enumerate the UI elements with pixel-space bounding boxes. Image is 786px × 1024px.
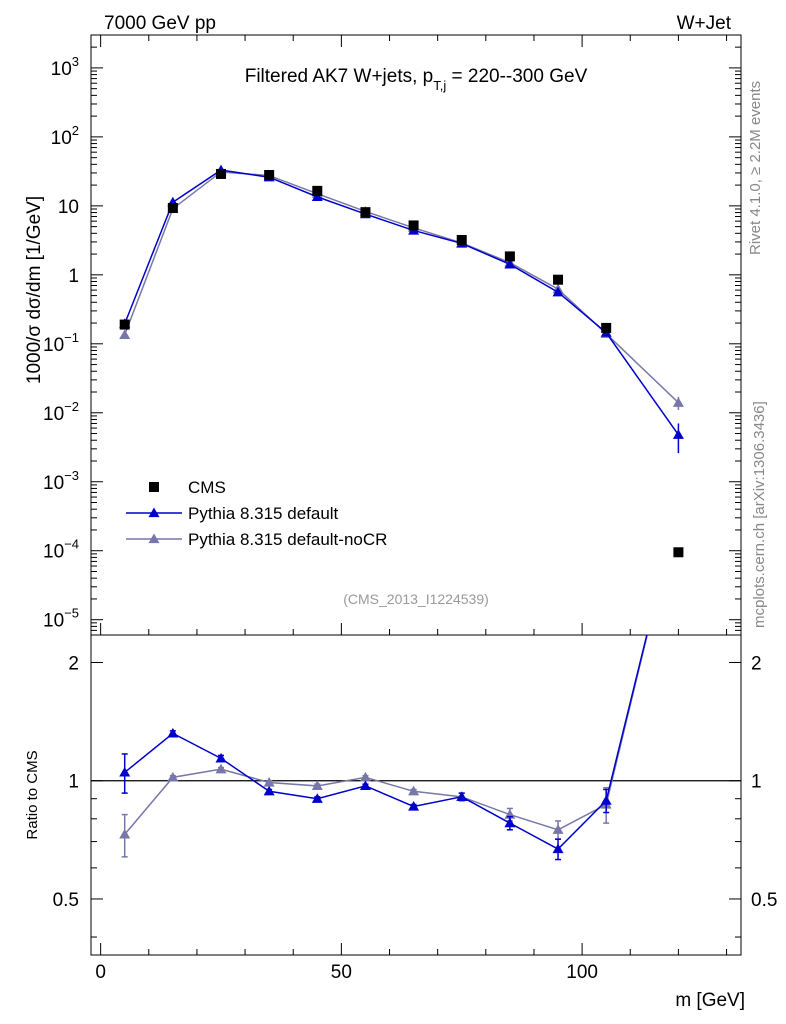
y-tick-exponent: −1 [64, 330, 79, 345]
data-point-square [167, 203, 178, 214]
data-point-triangle [672, 397, 684, 407]
y-tick-base: 10 [43, 542, 64, 563]
x-tick-label: 0 [95, 962, 106, 983]
ratio-line [124, 635, 648, 835]
y-axis-label-ratio: Ratio to CMS [24, 750, 41, 839]
y-tick-base: 10 [51, 59, 72, 80]
legend: CMS Pythia 8.315 default Pythia 8.315 defa… [126, 478, 387, 549]
data-point-square [216, 168, 226, 179]
ratio-point-triangle [311, 793, 323, 803]
legend-marker-cms [149, 482, 159, 492]
header-right: W+Jet [677, 13, 732, 34]
ratio-point-triangle [263, 776, 275, 787]
ratio-point-triangle [311, 780, 323, 791]
ratio-point-triangle [408, 785, 420, 796]
y-tick-base: 10 [58, 197, 79, 218]
legend-marker-triangle [148, 533, 160, 544]
data-point-square [601, 322, 612, 333]
data-point-triangle [119, 329, 131, 339]
y-tick-label: 103 [51, 54, 79, 80]
data-point-square [119, 319, 130, 330]
y-tick-exponent: −2 [64, 399, 79, 414]
ratio-series [119, 635, 648, 861]
y-tick-exponent: −3 [64, 468, 79, 483]
ratio-tick-label-right: 0.5 [751, 890, 777, 911]
data-point-triangle [552, 286, 564, 297]
data-point-square [553, 274, 564, 285]
plot-title-main: Filtered AK7 W+jets, p [245, 66, 434, 87]
y-tick-label: 10−2 [43, 399, 79, 425]
y-tick-base: 10 [43, 335, 64, 356]
plot-title: Filtered AK7 W+jets, pT,j = 220--300 GeV [245, 66, 588, 93]
data-point-triangle [311, 191, 323, 201]
ratio-point-triangle [167, 771, 179, 782]
series-line-pythia-8.315-default [124, 169, 680, 436]
y-tick-exponent: −4 [64, 537, 79, 552]
data-point-square [504, 251, 515, 262]
ratio-tick-label: 0.5 [53, 890, 79, 911]
data-point-square [312, 185, 323, 196]
ratio-point-triangle [552, 843, 564, 854]
ratio-point-triangle [456, 791, 468, 801]
y-tick-label: 10−1 [43, 330, 79, 356]
ratio-point-triangle [215, 763, 227, 774]
legend-entry-label: Pythia 8.315 default [188, 504, 339, 523]
plot-title-subscript: T,j [433, 78, 446, 93]
ratio-tick-label-right: 1 [751, 772, 762, 793]
mcplots-source-label: mcplots.cern.ch [arXiv:1306.3436] [751, 401, 768, 628]
x-tick-label: 100 [566, 962, 598, 983]
data-point-triangle [672, 429, 684, 439]
ratio-point-triangle [408, 800, 420, 811]
plot-title-rest: = 220--300 GeV [446, 66, 587, 87]
ratio-tick-label: 1 [68, 772, 79, 793]
y-tick-base: 10 [43, 473, 64, 494]
analysis-tag: (CMS_2013_I1224539) [343, 591, 489, 607]
x-axis-label: m [GeV] [675, 990, 745, 1011]
y-tick-label: 1 [68, 266, 79, 287]
legend-entry-label: Pythia 8.315 default-noCR [188, 530, 387, 549]
y-tick-exponent: −5 [64, 606, 79, 621]
ratio-point-triangle [600, 795, 612, 805]
ratio-point-triangle [359, 780, 371, 791]
data-point-square [264, 170, 275, 181]
x-tick-label: 50 [331, 962, 352, 983]
y-tick-exponent: 2 [72, 123, 79, 138]
ratio-point-triangle [504, 817, 516, 828]
ratio-point-triangle [119, 828, 131, 839]
y-tick-label: 10 [58, 197, 79, 218]
data-point-square [360, 207, 371, 218]
y-tick-base: 10 [51, 128, 72, 149]
ratio-point-triangle [552, 824, 564, 834]
ratio-point-triangle [119, 766, 131, 777]
data-point-square [673, 547, 684, 558]
ratio-tick-label: 2 [68, 654, 79, 675]
ratio-point-triangle [215, 752, 227, 763]
y-tick-label: 10−5 [43, 606, 79, 632]
ratio-point-triangle [359, 771, 371, 782]
y-tick-exponent: 3 [72, 54, 79, 69]
ratio-point-triangle [263, 785, 275, 796]
y-tick-base: 1 [68, 266, 79, 287]
ratio-plot-frame [90, 634, 742, 956]
y-tick-base: 10 [43, 404, 64, 425]
y-tick-label: 102 [51, 123, 79, 149]
y-tick-base: 10 [43, 611, 64, 632]
y-axis-label-main: 1000/σ dσ/dm [1/GeV] [24, 196, 45, 384]
rivet-version-label: Rivet 4.1.0, ≥ 2.2M events [747, 81, 764, 255]
legend-marker-triangle [148, 507, 160, 518]
ratio-line [124, 635, 648, 850]
legend-entry-label: CMS [188, 478, 226, 497]
header-left: 7000 GeV pp [104, 13, 216, 34]
y-tick-label: 10−3 [43, 468, 79, 494]
data-point-square [408, 220, 419, 231]
data-point-square [456, 234, 467, 245]
data-point-triangle [504, 258, 516, 269]
series-line-pythia-8.315-default-nocr [124, 171, 679, 404]
ratio-tick-label-right: 2 [751, 654, 762, 675]
main-series [119, 164, 684, 558]
y-tick-label: 10−4 [43, 537, 79, 563]
ratio-point-triangle [167, 727, 179, 738]
